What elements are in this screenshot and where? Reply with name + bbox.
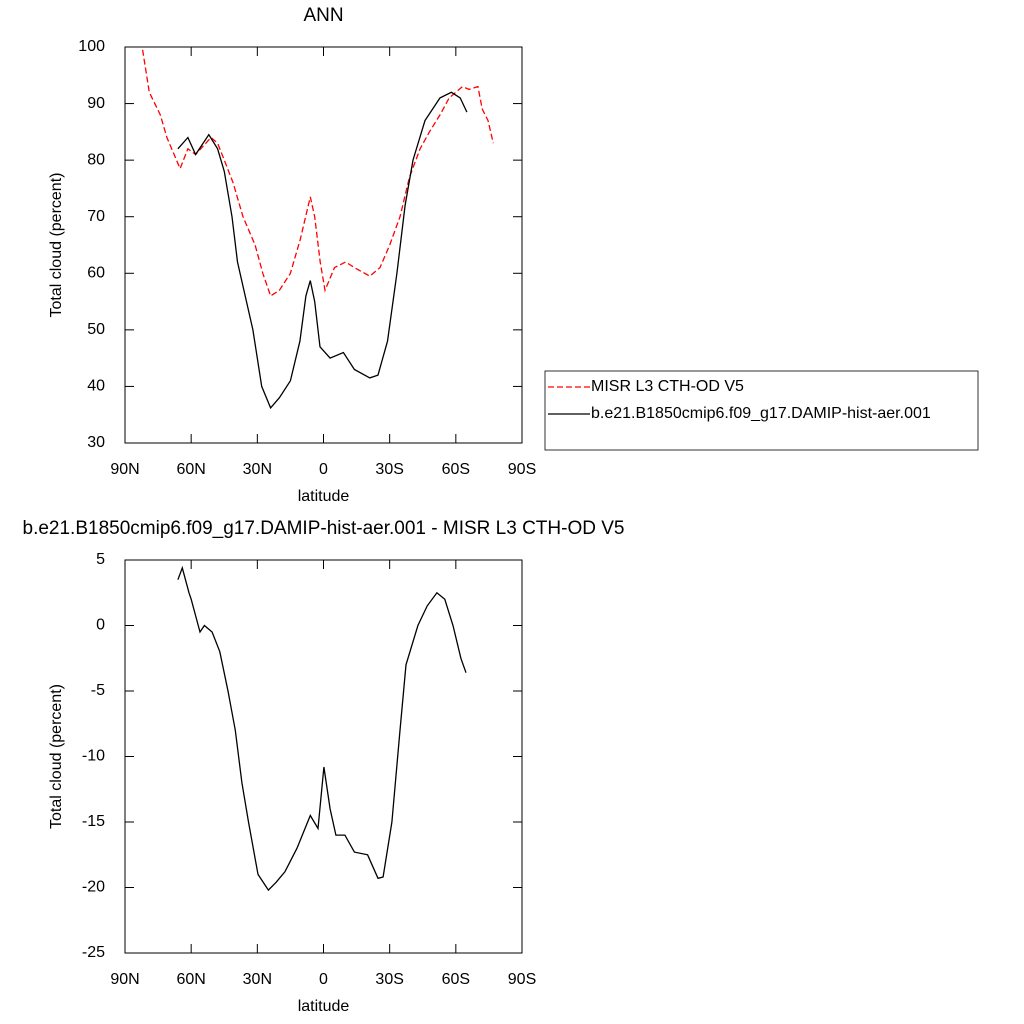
x-axis-label: latitude	[298, 998, 350, 1015]
y-tick-label: 70	[87, 208, 105, 225]
legend-label: b.e21.B1850cmip6.f09_g17.DAMIP-hist-aer.…	[591, 405, 931, 422]
x-tick-label: 90N	[110, 971, 139, 988]
legend-box	[544, 370, 979, 451]
y-tick-label: 50	[87, 321, 105, 338]
x-tick-label: 0	[319, 461, 328, 478]
data-line	[177, 565, 467, 892]
y-tick-label: -10	[82, 748, 105, 765]
y-tick-label: 5	[96, 551, 105, 568]
y-tick-label: 90	[87, 95, 105, 112]
y-axis-label: Total cloud (percent)	[48, 173, 65, 318]
y-tick-label: -15	[82, 813, 105, 830]
y-tick-label: 100	[78, 38, 105, 55]
y-tick-label: -25	[82, 944, 105, 961]
x-tick-label: 60S	[442, 971, 470, 988]
x-tick-label: 30N	[243, 461, 272, 478]
x-axis-label: latitude	[298, 488, 350, 505]
y-tick-label: 80	[87, 151, 105, 168]
y-tick-label: -20	[82, 879, 105, 896]
x-tick-label: 30S	[375, 461, 403, 478]
x-tick-label: 90N	[110, 461, 139, 478]
x-tick-label: 90S	[508, 461, 536, 478]
data-line	[141, 49, 494, 297]
chart-title: ANN	[303, 5, 343, 26]
plot-frame	[124, 46, 523, 444]
y-tick-label: -5	[91, 682, 105, 699]
x-tick-label: 60S	[442, 461, 470, 478]
y-tick-label: 60	[87, 265, 105, 282]
x-tick-label: 30N	[243, 971, 272, 988]
chart-title: b.e21.B1850cmip6.f09_g17.DAMIP-hist-aer.…	[23, 518, 625, 539]
data-line	[177, 91, 468, 410]
legend-label: MISR L3 CTH-OD V5	[591, 378, 744, 395]
y-tick-label: 30	[87, 434, 105, 451]
x-tick-label: 60N	[176, 971, 205, 988]
x-tick-label: 90S	[508, 971, 536, 988]
x-tick-label: 0	[319, 971, 328, 988]
x-tick-label: 60N	[176, 461, 205, 478]
y-tick-label: 40	[87, 378, 105, 395]
x-tick-label: 30S	[375, 971, 403, 988]
y-axis-label: Total cloud (percent)	[48, 684, 65, 829]
plot-frame	[124, 559, 523, 954]
y-tick-label: 0	[96, 617, 105, 634]
